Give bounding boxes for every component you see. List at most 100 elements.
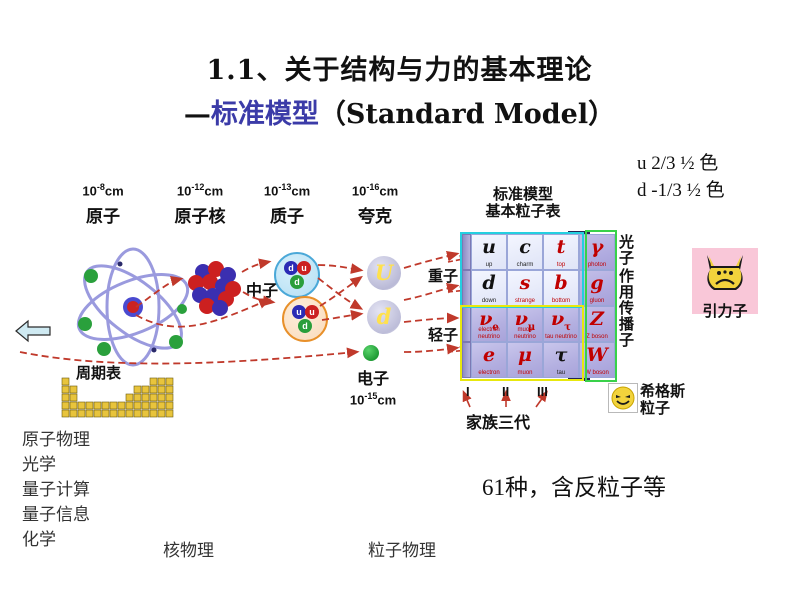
group-label-lepton: 轻子 bbox=[428, 326, 459, 344]
subject-chemistry: 化学 bbox=[22, 530, 56, 550]
standard-model-heading: 标准模型 基本粒子表 bbox=[468, 185, 578, 221]
quark-u-2: u bbox=[292, 305, 306, 319]
particle-name: W boson bbox=[585, 369, 609, 376]
neutron-label: 中子 bbox=[246, 281, 279, 300]
particle-name: charm bbox=[516, 261, 534, 268]
particle-cell-up[interactable]: u up bbox=[471, 234, 507, 270]
quark-ball-u: U bbox=[367, 256, 401, 290]
electron-caption: 电子 10-15cm bbox=[333, 365, 413, 407]
quark-group-outline bbox=[460, 232, 584, 308]
particle-symbol: d bbox=[482, 272, 496, 294]
particle-name: tau bbox=[556, 369, 566, 376]
particle-count-note: 61种，含反粒子等 bbox=[482, 475, 666, 500]
boson-group-outline bbox=[585, 230, 617, 382]
particle-name: top bbox=[556, 261, 566, 268]
scale-proton-label: 质子 bbox=[270, 207, 304, 228]
electron-size: 10-15cm bbox=[349, 391, 397, 408]
higgs-icon-box[interactable] bbox=[608, 383, 638, 413]
force-carrier-vertical-label: 作用传播子 bbox=[617, 268, 635, 348]
subject-nuclear-physics: 核物理 bbox=[163, 541, 214, 561]
periodic-table-icon bbox=[61, 377, 174, 418]
devil-face-icon bbox=[707, 255, 743, 290]
particle-name: electron neutrino bbox=[478, 327, 500, 340]
particle-cell-z-boson[interactable]: Z Z boson bbox=[579, 306, 615, 342]
standard-model-table: u up c charm t top γ photon d down bbox=[462, 234, 615, 378]
particle-name: muon bbox=[517, 369, 533, 376]
left-arrow-icon bbox=[15, 319, 51, 343]
particle-symbol: t bbox=[556, 236, 566, 258]
scale-atom-size: 10-8cm bbox=[82, 182, 124, 199]
particle-cell-tau[interactable]: τ tau bbox=[543, 342, 579, 378]
quark-u-3: u bbox=[305, 305, 319, 319]
particle-cell-electron[interactable]: e electron bbox=[471, 342, 507, 378]
particle-symbol: νμ bbox=[514, 308, 536, 333]
electron-label: 电子 bbox=[356, 369, 389, 388]
row-spine bbox=[462, 342, 471, 378]
generations-label: 家族三代 bbox=[466, 413, 531, 432]
scale-quark: 10-16cm 夸克 bbox=[325, 182, 425, 227]
subtitle-dash: — bbox=[183, 99, 211, 130]
row-spine bbox=[462, 234, 471, 270]
graviton-label: 引力子 bbox=[702, 302, 748, 320]
quark-d-1: d bbox=[284, 261, 298, 275]
particle-symbol: Z bbox=[590, 308, 604, 330]
photon-vertical-label: 光子 bbox=[617, 234, 635, 266]
smiley-face-icon bbox=[611, 386, 635, 410]
particle-cell-charm[interactable]: c charm bbox=[507, 234, 543, 270]
quark-ball-d: d bbox=[367, 300, 401, 334]
particle-name: gluon bbox=[589, 297, 605, 304]
table-row-quark-down: d down s strange b bottom g gluon bbox=[462, 270, 615, 306]
particle-name: down bbox=[481, 297, 497, 304]
higgs-label-line1: 希格斯 bbox=[640, 382, 686, 400]
generation-marker-2: II bbox=[502, 384, 510, 399]
particle-symbol: μ bbox=[518, 344, 532, 366]
particle-symbol: u bbox=[482, 236, 496, 258]
particle-name: bottom bbox=[551, 297, 571, 304]
subject-quantum-computing: 量子计算 bbox=[22, 480, 90, 500]
quark-props-down: d -1/3 ½ 色 bbox=[637, 180, 725, 201]
particle-name: tau neutrino bbox=[545, 333, 577, 340]
graviton-box[interactable] bbox=[692, 248, 758, 314]
particle-cell-muon[interactable]: μ muon bbox=[507, 342, 543, 378]
subject-quantum-information: 量子信息 bbox=[22, 505, 90, 525]
particle-symbol: e bbox=[482, 344, 496, 366]
subject-optics: 光学 bbox=[22, 455, 56, 475]
generation-marker-1: I bbox=[466, 384, 470, 399]
particle-symbol: g bbox=[590, 272, 604, 294]
quark-d-2: d bbox=[290, 275, 304, 289]
quark-props-up: u 2/3 ½ 色 bbox=[637, 153, 719, 174]
scale-nucleus: 10-12cm 原子核 bbox=[145, 182, 255, 227]
particle-symbol: b bbox=[554, 272, 568, 294]
particle-cell-top[interactable]: t top bbox=[543, 234, 579, 270]
particle-cell-bottom[interactable]: b bottom bbox=[543, 270, 579, 306]
scale-nucleus-size: 10-12cm bbox=[176, 182, 224, 199]
higgs-label-line2: 粒子 bbox=[640, 399, 671, 418]
table-row-quark-up: u up c charm t top γ photon bbox=[462, 234, 615, 270]
subtitle-cn: 标准模型 bbox=[210, 99, 319, 130]
subtitle-en: （Standard Model） bbox=[318, 99, 616, 130]
subject-list: 原子物理 光学 量子计算 量子信息 化学 bbox=[22, 428, 90, 553]
quark-d-3: d bbox=[298, 319, 312, 333]
sm-heading-line2: 基本粒子表 bbox=[485, 202, 561, 221]
scale-quark-label: 夸克 bbox=[358, 207, 392, 228]
scale-nucleus-label: 原子核 bbox=[174, 207, 226, 228]
particle-cell-strange[interactable]: s strange bbox=[507, 270, 543, 306]
particle-name: strange bbox=[514, 297, 535, 304]
subject-particle-physics: 粒子物理 bbox=[368, 541, 436, 561]
subject-atomic-physics: 原子物理 bbox=[22, 430, 90, 450]
quark-u-1: u bbox=[297, 261, 311, 275]
particle-symbol: c bbox=[519, 236, 531, 258]
generation-marker-3: III bbox=[537, 384, 548, 399]
scale-atom: 10-8cm 原子 bbox=[48, 182, 158, 227]
particle-symbol: W bbox=[586, 344, 608, 366]
periodic-table-label: 周期表 bbox=[76, 364, 122, 382]
particle-name: photon bbox=[587, 261, 607, 268]
particle-symbol: τ bbox=[554, 344, 568, 366]
particle-cell-electron-neutrino[interactable]: νe electron neutrino bbox=[471, 306, 507, 342]
proton-circle: u u d bbox=[282, 296, 328, 342]
scale-quark-size: 10-16cm bbox=[351, 182, 399, 199]
page-subtitle: —标准模型（Standard Model） bbox=[0, 92, 799, 131]
particle-cell-muon-neutrino[interactable]: νμ muon neutrino bbox=[507, 306, 543, 342]
electron-dot bbox=[363, 345, 379, 361]
